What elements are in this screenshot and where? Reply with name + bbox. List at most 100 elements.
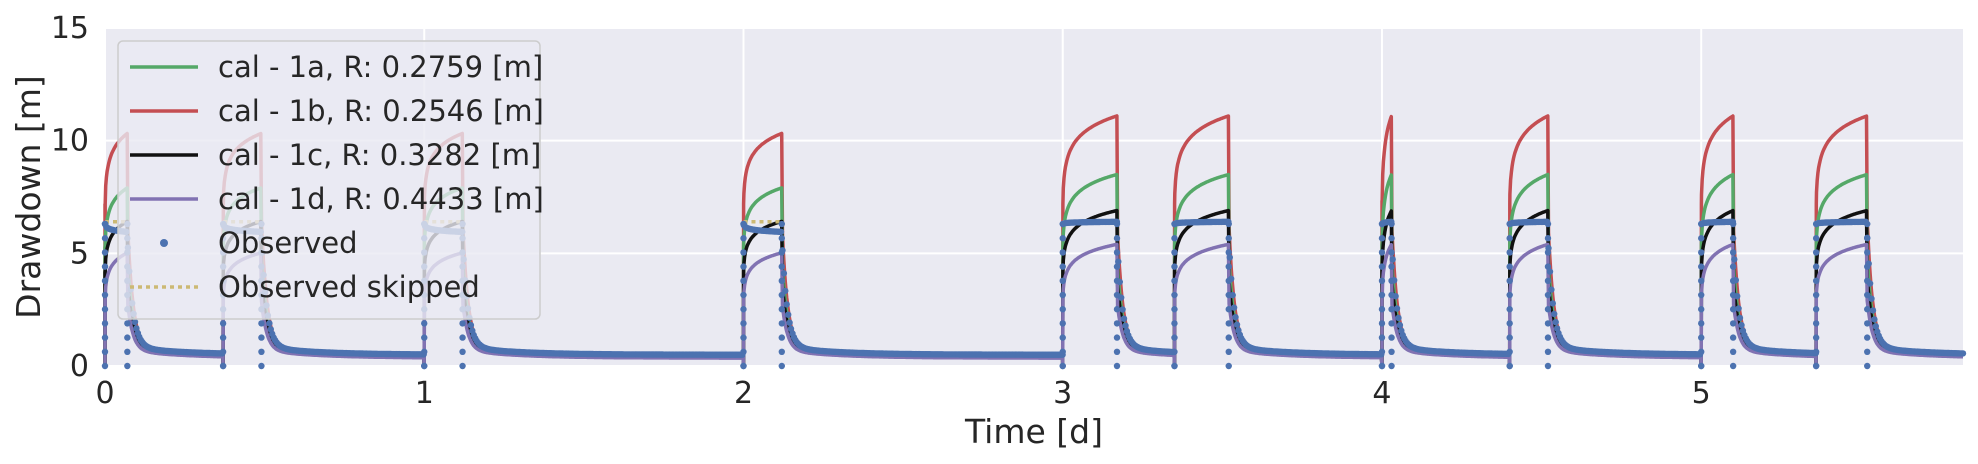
observed-point [778,235,785,242]
observed-point [1506,291,1513,299]
observed-point [1388,291,1395,299]
observed-point [1506,235,1513,242]
observed-point [1729,277,1737,285]
observed-point [1506,277,1513,285]
observed-point [778,334,785,341]
observed-point [1552,318,1559,326]
observed-point [1171,220,1178,228]
observed-point [1059,306,1066,313]
legend-label: Observed [218,226,358,260]
observed-point [101,348,109,356]
observed-point [1869,307,1877,314]
observed-point [101,277,109,285]
observed-point [1698,263,1705,270]
observed-point [1113,348,1121,356]
observed-point [1225,235,1232,242]
observed-point [101,235,109,242]
observed-point [1864,235,1871,242]
observed-point [1506,220,1513,228]
observed-point [1544,220,1552,228]
observed-point [1225,249,1232,256]
observed-point [1544,334,1552,341]
legend-label: Observed skipped [218,270,480,304]
observed-point [1388,263,1395,270]
observed-point [1864,362,1871,370]
observed-point [1698,291,1705,299]
observed-point [1388,334,1395,341]
observed-point [1059,263,1066,270]
observed-point [258,334,265,341]
observed-point [1388,277,1395,285]
observed-point [1113,320,1121,327]
observed-point [1378,220,1386,228]
observed-point [1729,249,1737,256]
observed-point [1113,306,1121,313]
observed-point [266,320,273,327]
observed-point [785,311,792,318]
observed-point [1171,334,1178,341]
observed-point [1544,291,1552,299]
observed-point [1171,320,1178,327]
observed-point [1378,334,1386,341]
observed-point [1735,305,1742,312]
observed-point [1729,263,1737,270]
legend-label: cal - 1d, R: 0.4433 [m] [218,182,544,216]
observed-point [1544,263,1552,270]
observed-point [219,320,227,327]
observed-point [1388,320,1395,327]
observed-point [1171,277,1178,285]
observed-point [1059,220,1066,228]
observed-point [133,325,140,332]
observed-point [1059,249,1066,256]
observed-point [1378,263,1386,270]
observed-point [778,306,785,313]
observed-point [740,220,747,228]
observed-point [1506,306,1513,313]
observed-point [124,348,131,356]
observed-point [1698,320,1705,327]
observed-point [1388,362,1395,370]
observed-point [1544,320,1552,327]
observed-point [1059,235,1066,242]
tick-labels: 0 1 2 3 4 5 0 5 10 15 [51,11,1711,411]
observed-point [740,348,747,356]
observed-point [1812,334,1820,341]
observed-point [1225,306,1232,313]
observed-point [1171,362,1178,370]
legend-marker [160,239,168,247]
observed-point [1226,254,1234,261]
observed-point [1959,350,1967,357]
observed-point [786,319,793,326]
observed-point [258,362,265,370]
observed-point [1395,314,1402,322]
observed-point [1506,348,1513,356]
observed-point [1738,321,1745,329]
observed-point [1548,286,1555,293]
observed-point [1059,334,1066,341]
observed-point [1113,220,1121,228]
observed-point [1396,321,1404,329]
observed-point [1812,291,1820,299]
observed-point [1122,322,1129,329]
observed-point [1812,249,1820,256]
observed-point [778,277,785,285]
observed-point [101,362,109,370]
observed-point [1544,277,1552,285]
observed-point [131,318,139,326]
y-tick-label: 10 [51,124,89,159]
observed-point [1171,235,1178,242]
observed-point [1864,291,1871,299]
observed-point [1225,263,1232,270]
observed-point [421,362,428,370]
observed-point [1113,277,1121,285]
observed-point [1698,362,1705,370]
observed-point [1864,306,1871,313]
observed-point [1230,304,1238,311]
observed-point [778,362,785,370]
observed-point [124,362,131,370]
observed-point [778,291,785,299]
observed-point [1388,348,1395,356]
legend-label: cal - 1c, R: 0.3282 [m] [218,138,541,172]
observed-point [1812,277,1820,285]
